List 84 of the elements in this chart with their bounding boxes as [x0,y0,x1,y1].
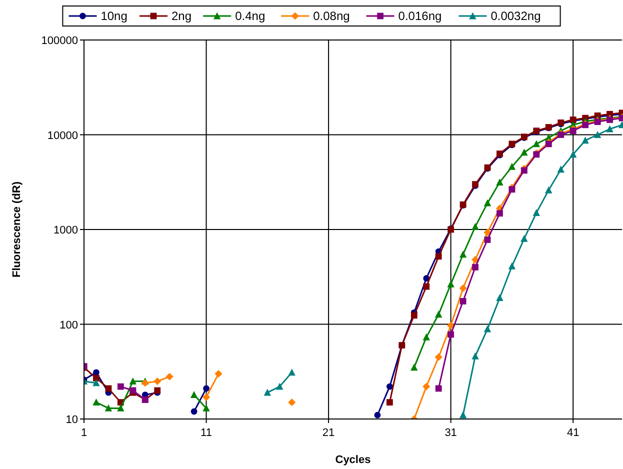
point [202,404,210,412]
legend-label: 2ng [172,9,192,23]
legend-label: 10ng [100,9,128,23]
point [288,398,296,406]
x-tick-label: 41 [566,427,580,439]
y-tick-label: 100 [60,319,78,332]
point [484,199,492,206]
point [520,167,528,174]
point [190,391,198,398]
legend-label: 0.016ng [398,9,442,23]
point [471,256,480,264]
point [508,162,516,170]
point [532,140,540,148]
point [141,379,149,387]
point [423,275,430,282]
point [154,377,162,386]
y-axis-title: Fluorescence (dR) [11,181,23,278]
point [92,379,100,386]
y-tick-label: 10000 [47,130,78,142]
point [520,234,528,242]
point [434,310,442,318]
point [117,404,124,412]
x-tick-label: 21 [322,427,335,439]
point [435,253,442,260]
point [92,398,100,406]
legend-label: 0.08ng [313,9,350,23]
point [472,264,478,270]
point [459,250,467,258]
point [190,408,198,415]
point [276,382,284,390]
point [459,411,467,418]
point [104,404,112,412]
point [545,186,552,194]
point [508,262,516,270]
point [448,331,454,338]
legend-label: 0.4ng [235,9,266,23]
y-tick-label: 100000 [41,35,78,47]
point [532,209,540,216]
point [594,130,602,138]
x-tick-label: 31 [444,427,457,439]
point [472,222,479,230]
point [166,372,174,380]
point [374,412,381,418]
point [496,210,503,217]
point [410,364,418,371]
point [447,280,454,288]
point [202,393,210,401]
x-axis-title: Cycles [335,454,371,466]
point [203,385,210,392]
point [386,399,393,406]
y-tick-label: 1000 [54,224,78,236]
point [288,368,296,376]
point [557,166,564,173]
point [484,228,492,236]
point [508,186,516,193]
legend-label: 0.0032ng [490,9,541,23]
point [410,312,418,319]
point [496,178,504,186]
point [434,353,442,361]
point [93,369,100,376]
x-tick-label: 11 [200,427,212,439]
y-tick-label: 10 [66,414,78,426]
point [423,283,430,290]
point [264,388,272,396]
point [484,236,491,243]
point [459,284,467,292]
point [606,125,614,132]
point [129,377,137,384]
point [460,298,466,304]
point [520,148,528,156]
point [93,374,100,382]
point [435,385,442,392]
x-tick-label: 1 [80,427,88,439]
point [496,294,504,302]
point [422,382,430,390]
point [214,370,222,378]
point [422,333,430,340]
point [472,352,479,360]
point [570,128,576,134]
point [484,325,492,332]
point [582,136,589,144]
point [386,383,393,390]
point [117,383,124,390]
point [569,150,577,158]
